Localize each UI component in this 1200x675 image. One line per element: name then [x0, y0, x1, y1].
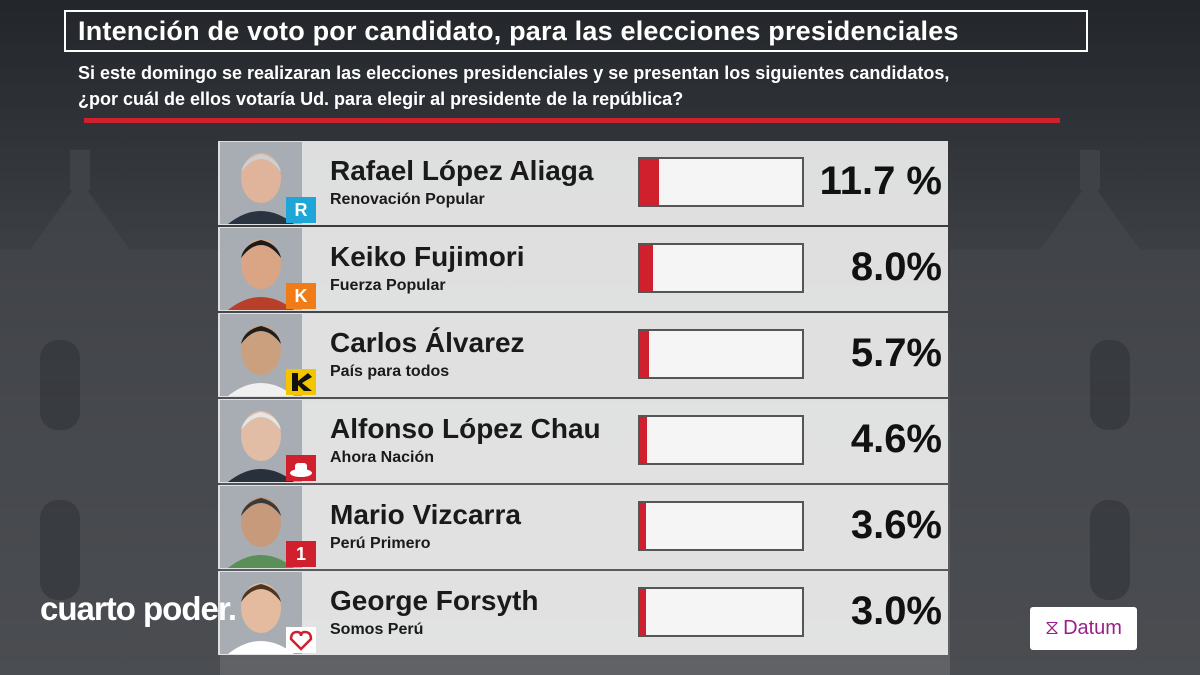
candidate-name: Keiko Fujimori	[330, 241, 525, 272]
bar-track	[638, 243, 804, 293]
candidate-name: Carlos Álvarez	[330, 327, 525, 358]
percentage-label: 5.7%	[850, 331, 942, 375]
party-name: Ahora Nación	[330, 449, 435, 466]
party-name: Somos Perú	[330, 621, 424, 638]
candidate-row: K Keiko Fujimori Fuerza Popular 8.0%	[218, 227, 948, 311]
chart-subtitle: Si este domingo se realizaran las elecci…	[78, 60, 1128, 112]
brand-right-text: Datum	[1063, 617, 1122, 639]
percentage-label: 4.6%	[850, 417, 942, 461]
bar-track	[638, 501, 804, 551]
bar-fill	[640, 159, 659, 205]
title-divider	[84, 118, 1060, 123]
bar-track	[638, 415, 804, 465]
candidate-row: George Forsyth Somos Perú 3.0%	[218, 571, 948, 655]
dna-icon: ⧖	[1045, 617, 1060, 639]
candidate-photo	[220, 400, 302, 482]
party-logo-icon	[286, 455, 316, 481]
cuarto-poder-logo: cuarto poder.	[40, 590, 237, 627]
percentage-label: 8.0%	[850, 245, 942, 289]
chart-title: Intención de voto por candidato, para la…	[64, 10, 1088, 52]
bar-fill	[640, 245, 653, 291]
bar-fill	[640, 503, 646, 549]
party-logo-icon: K	[286, 283, 316, 309]
party-name: Renovación Popular	[330, 191, 485, 208]
candidate-name: Mario Vizcarra	[330, 499, 521, 530]
bar-track	[638, 157, 804, 207]
candidate-name: Alfonso López Chau	[330, 413, 601, 444]
percentage-label: 3.0%	[850, 589, 942, 633]
bar-fill	[640, 331, 650, 377]
brand-left-text: cuarto poder.	[40, 590, 237, 627]
bar-track	[638, 587, 804, 637]
candidate-name: George Forsyth	[330, 585, 539, 616]
party-name: País para todos	[330, 363, 450, 380]
party-name: Perú Primero	[330, 535, 431, 552]
party-logo-icon: 1	[286, 541, 316, 567]
subtitle-line-1: Si este domingo se realizaran las elecci…	[78, 63, 950, 83]
candidate-name: Rafael López Aliaga	[330, 155, 594, 186]
candidate-photo	[220, 142, 302, 224]
party-logo-icon: R	[286, 197, 316, 223]
party-logo-icon	[286, 369, 316, 395]
bar-fill	[640, 417, 648, 463]
bar-track	[638, 329, 804, 379]
candidate-row: Alfonso López Chau Ahora Nación 4.6%	[218, 399, 948, 483]
percentage-label: 11.7 %	[819, 159, 942, 203]
subtitle-line-2: ¿por cuál de ellos votaría Ud. para eleg…	[78, 89, 684, 109]
party-name: Fuerza Popular	[330, 277, 446, 294]
percentage-label: 3.6%	[850, 503, 942, 547]
candidate-row: 1 Mario Vizcarra Perú Primero 3.6%	[218, 485, 948, 569]
candidate-row: Carlos Álvarez País para todos 5.7%	[218, 313, 948, 397]
candidate-row: R Rafael López Aliaga Renovación Popular 11…	[218, 141, 948, 225]
bar-fill	[640, 589, 646, 635]
datum-logo: ⧖ Datum	[1030, 607, 1137, 650]
party-logo-icon	[286, 627, 316, 653]
